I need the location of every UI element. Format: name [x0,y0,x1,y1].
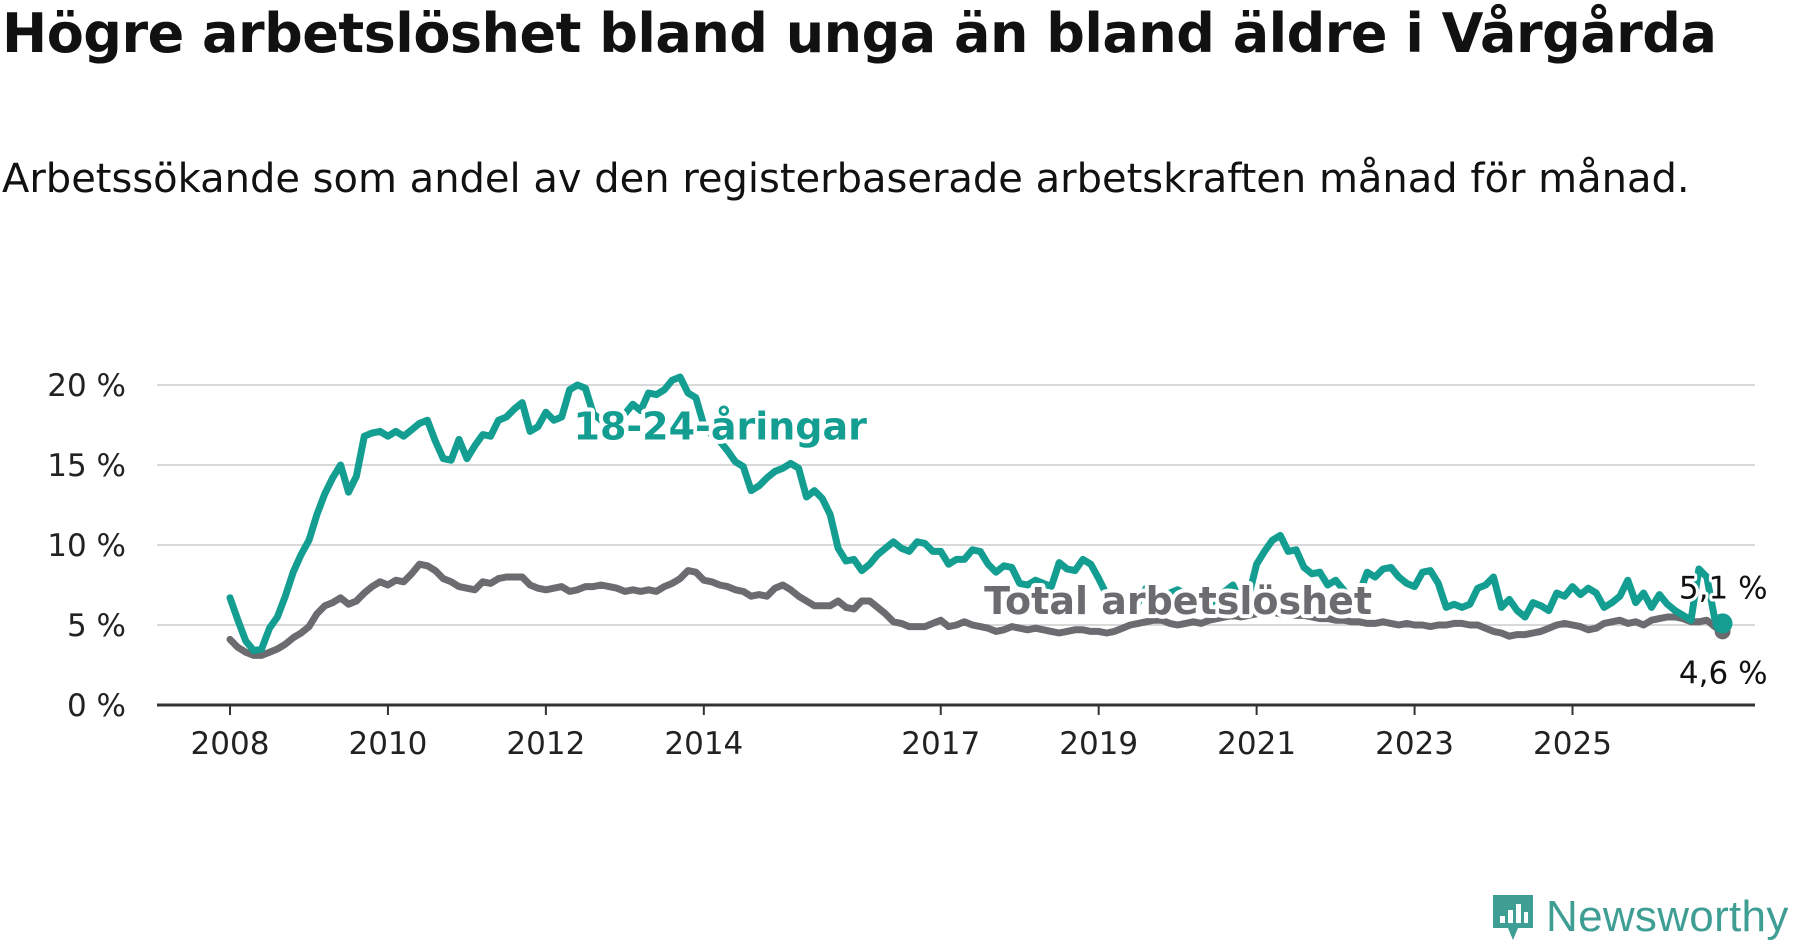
x-tick-label: 2025 [1533,726,1612,762]
series-label-total: Total arbetslöshet [984,579,1372,623]
chart-subtitle: Arbetssökande som andel av den registerb… [2,156,1690,202]
x-tick-label: 2019 [1059,726,1138,762]
youth-end-marker [1712,613,1733,634]
x-axis-tick-labels: 2008 2010 2012 2014 2017 2019 2021 2023 2025 [191,705,1612,762]
end-value-youth: 5,1 % [1679,570,1768,606]
series-lines [226,373,1733,659]
series-line-youth [226,373,1727,655]
x-tick-label: 2023 [1375,726,1454,762]
chart-title: Högre arbetslöshet bland unga än bland ä… [2,2,1717,65]
x-tick-label: 2010 [348,726,427,762]
series-label-youth: 18-24-åringar [574,404,868,448]
y-tick-label: 0 % [67,688,126,724]
newsworthy-brand[interactable]: Newsworthy [1490,888,1790,944]
y-tick-label: 15 % [47,448,126,484]
series-labels: 18-24-åringar Total arbetslöshet 5,1 % 4,6 … [570,400,1771,694]
y-axis-tick-labels: 0 % 5 % 10 % 15 % 20 % [47,368,126,724]
newsworthy-logo-icon [1493,895,1533,940]
gridlines [157,384,1755,626]
x-tick-label: 2012 [506,726,585,762]
x-tick-label: 2021 [1217,726,1296,762]
brand-name: Newsworthy [1546,892,1789,941]
x-tick-label: 2008 [191,726,270,762]
x-tick-label: 2014 [664,726,743,762]
y-tick-label: 20 % [47,368,126,404]
series-line-total [226,560,1727,659]
end-value-total: 4,6 % [1679,655,1768,691]
y-tick-label: 5 % [67,608,126,644]
y-tick-label: 10 % [47,528,126,564]
x-tick-label: 2017 [901,726,980,762]
